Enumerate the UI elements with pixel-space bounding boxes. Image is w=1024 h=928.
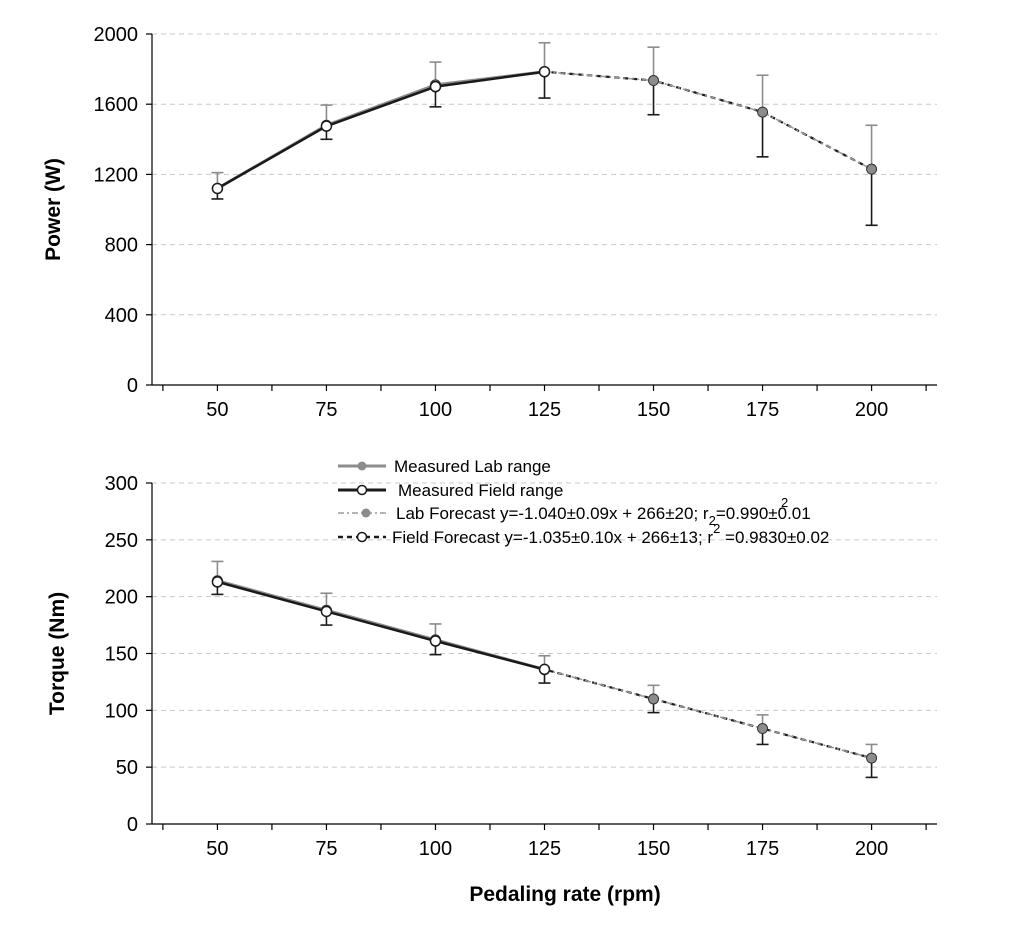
power-x-tick-label: 125 <box>528 399 561 421</box>
torque-point-lab-forecast <box>757 723 769 735</box>
legend-label-lab-measured: Measured Lab range <box>394 457 551 476</box>
legend: Measured Lab range Measured Field range … <box>338 457 829 547</box>
power-y-tick-label: 1600 <box>94 94 139 116</box>
torque-y-tick-label: 200 <box>105 587 138 609</box>
power-point-lab-forecast <box>757 106 769 118</box>
torque-y-tick-label: 150 <box>105 644 138 666</box>
legend-lab-tail: =0.990±0.01 <box>716 504 811 523</box>
torque-point-field-measured <box>538 663 551 676</box>
power-y-axis-title: Power (W) <box>42 158 65 261</box>
torque-point-field-measured <box>429 635 442 647</box>
power-x-tick-label: 100 <box>419 399 452 421</box>
power-y-tick-label: 0 <box>127 375 138 397</box>
legend-field-sup: 2 <box>713 521 720 536</box>
legend-field-tail: =0.9830±0.02 <box>720 528 829 547</box>
torque-y-tick-label: 300 <box>105 473 138 495</box>
legend-item-lab-measured: Measured Lab range <box>338 457 551 476</box>
power-point-lab-forecast <box>648 75 660 87</box>
power-line-lab-measured <box>216 70 545 190</box>
torque-x-tick-label: 100 <box>419 838 452 860</box>
torque-grid <box>152 482 937 768</box>
power-point-field-measured <box>320 120 333 132</box>
torque-axis-ticks: 0 50 100 150 200 250 300 50 75 100 125 150 175 200 <box>105 473 927 860</box>
legend-lab-sub: 2 <box>709 513 716 528</box>
power-y-tick-label: 2000 <box>94 24 139 46</box>
power-point-field-measured <box>429 80 442 93</box>
torque-x-tick-label: 75 <box>315 838 337 860</box>
legend-label-lab-forecast: Lab Forecast y=-1.040±0.09x + 266±20; r2… <box>396 504 811 528</box>
torque-point-lab-forecast <box>866 752 878 764</box>
torque-x-tick-label: 150 <box>637 838 670 860</box>
power-grid <box>152 33 937 316</box>
power-series <box>211 41 878 227</box>
torque-y-tick-label: 0 <box>127 814 138 836</box>
torque-point-lab-forecast <box>648 693 660 705</box>
power-x-tick-label: 200 <box>855 399 888 421</box>
torque-x-tick-label: 200 <box>855 838 888 860</box>
torque-series <box>211 560 878 779</box>
legend-label-field-forecast: Field Forecast y=-1.035±0.10x + 266±13; … <box>392 521 829 547</box>
torque-line-lab-forecast <box>544 668 872 759</box>
x-axis-title: Pedaling rate (rpm) <box>469 883 660 906</box>
power-x-tick-label: 75 <box>315 399 337 421</box>
torque-x-tick-label: 50 <box>206 838 228 860</box>
power-x-tick-label: 150 <box>637 399 670 421</box>
power-line-field-measured <box>216 70 545 190</box>
power-y-tick-label: 400 <box>105 305 138 327</box>
legend-label-field-measured: Measured Field range <box>398 481 563 500</box>
power-x-tick-label: 175 <box>746 399 779 421</box>
power-x-tick-label: 50 <box>206 399 228 421</box>
legend-item-field-measured: Measured Field range <box>338 481 563 500</box>
torque-chart: 0 50 100 150 200 250 300 50 75 100 125 150 175 200 To… <box>46 473 937 906</box>
power-point-field-measured <box>538 65 551 78</box>
legend-item-lab-forecast: Lab Forecast y=-1.040±0.09x + 266±20; r2… <box>338 495 811 528</box>
legend-item-field-forecast: Field Forecast y=-1.035±0.10x + 266±13; … <box>338 521 829 547</box>
torque-y-tick-label: 100 <box>105 700 138 722</box>
torque-y-axis-title: Torque (Nm) <box>46 592 69 715</box>
power-line-lab-forecast <box>544 70 872 170</box>
power-point-field-measured <box>211 182 224 195</box>
power-chart: 0 400 800 1200 1600 2000 50 75 100 125 150 175 200 P… <box>42 24 937 421</box>
power-y-tick-label: 800 <box>105 235 138 257</box>
torque-x-tick-label: 125 <box>528 838 561 860</box>
legend-lab-sup: 2 <box>781 495 788 510</box>
torque-y-tick-label: 50 <box>116 757 138 779</box>
torque-y-tick-label: 250 <box>105 530 138 552</box>
torque-point-field-measured <box>320 605 333 618</box>
torque-x-tick-label: 175 <box>746 838 779 860</box>
power-point-lab-forecast <box>866 163 878 175</box>
torque-point-field-measured <box>211 576 224 588</box>
torque-line-field-measured <box>217 580 545 671</box>
power-y-tick-label: 1200 <box>94 164 139 186</box>
power-axis-ticks: 0 400 800 1200 1600 2000 50 75 100 125 150 175 200 <box>94 24 927 421</box>
